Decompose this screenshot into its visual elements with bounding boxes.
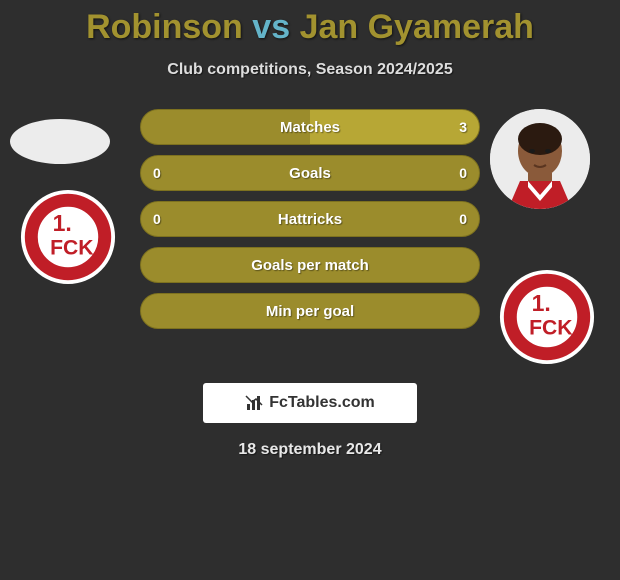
stat-row: Goals 0 0: [140, 155, 480, 191]
player1-name: Robinson: [86, 8, 243, 46]
svg-text:1.: 1.: [532, 290, 551, 316]
stat-label: Min per goal: [266, 303, 354, 320]
date: 18 september 2024: [0, 441, 620, 459]
stat-row: Hattricks 0 0: [140, 201, 480, 237]
stat-value-left: 0: [153, 211, 161, 227]
stat-label: Matches: [280, 119, 340, 136]
player2-name: Jan Gyamerah: [300, 8, 534, 46]
watermark-text: FcTables.com: [269, 394, 375, 412]
player1-photo-placeholder: [10, 109, 110, 199]
watermark: FcTables.com: [203, 383, 417, 423]
vs-label: vs: [252, 8, 290, 46]
svg-text:FCK: FCK: [50, 236, 94, 259]
stat-value-right: 3: [459, 119, 467, 135]
page-title: Robinson vs Jan Gyamerah: [0, 0, 620, 47]
bar-chart-icon: [245, 394, 265, 412]
stat-label: Hattricks: [278, 211, 342, 228]
subtitle: Club competitions, Season 2024/2025: [0, 61, 620, 79]
stat-label: Goals per match: [251, 257, 369, 274]
stat-rows: Matches 3 Goals 0 0 Hattricks 0 0 Goals per matc…: [140, 109, 480, 339]
player2-club-logo: 1. FCK: [499, 269, 595, 365]
stat-value-left: 0: [153, 165, 161, 181]
stat-row: Goals per match: [140, 247, 480, 283]
stat-row: Min per goal: [140, 293, 480, 329]
stat-label: Goals: [289, 165, 331, 182]
stats-area: 1. FCK 1. FCK Matches 3 Goals 0 0 Hattricks 0 0…: [0, 109, 620, 369]
svg-text:FCK: FCK: [529, 316, 573, 339]
stat-value-right: 0: [459, 211, 467, 227]
svg-text:1.: 1.: [53, 210, 72, 236]
player1-club-logo: 1. FCK: [20, 189, 116, 285]
player2-photo: [490, 109, 590, 209]
stat-value-right: 0: [459, 165, 467, 181]
stat-row: Matches 3: [140, 109, 480, 145]
